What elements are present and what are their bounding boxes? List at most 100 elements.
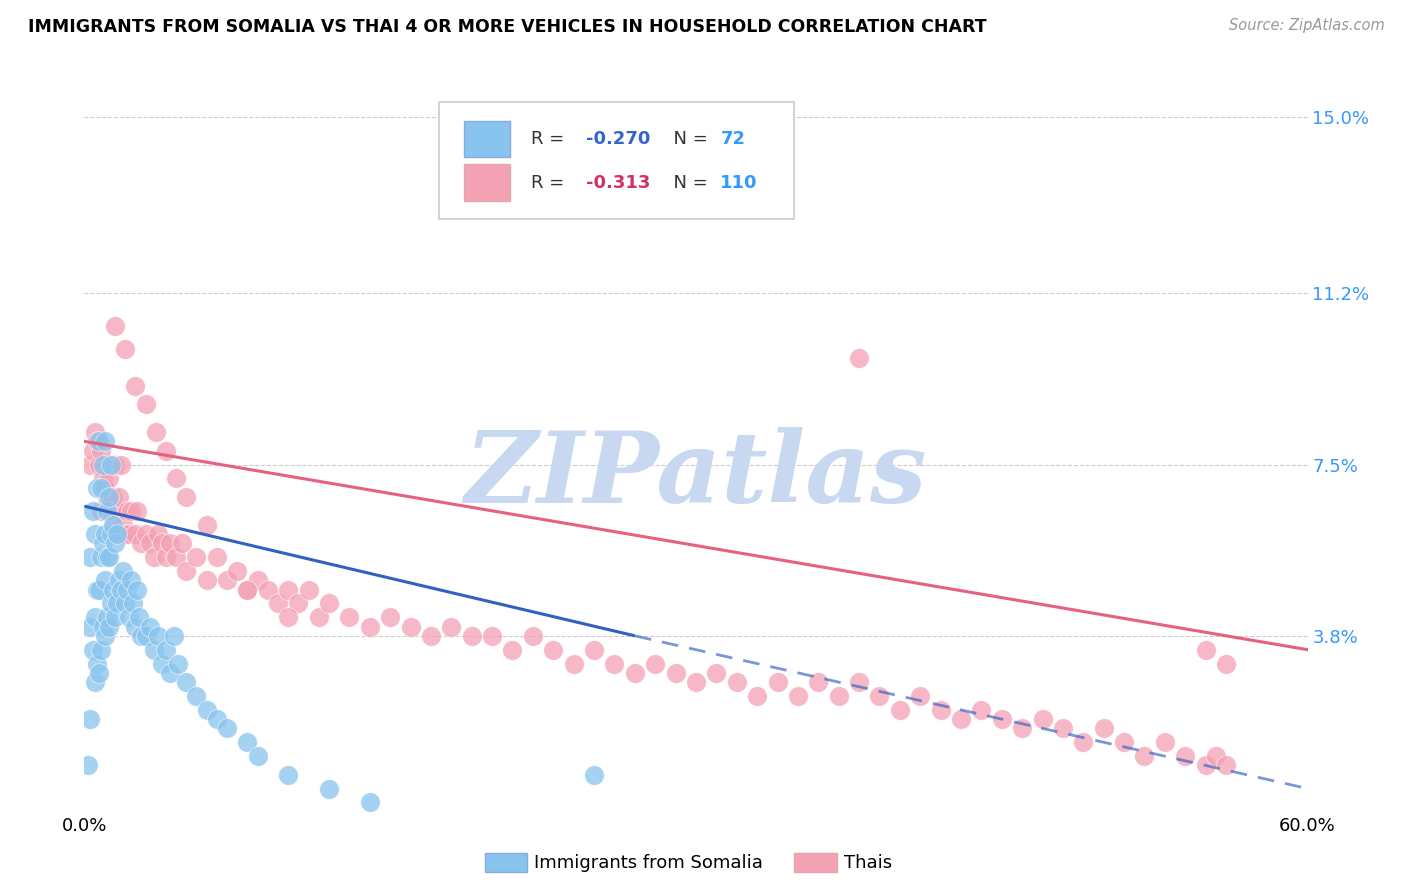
Point bbox=[135, 397, 157, 411]
Point bbox=[150, 536, 173, 550]
Point bbox=[101, 517, 124, 532]
Point bbox=[359, 796, 381, 810]
Point bbox=[114, 596, 136, 610]
Point bbox=[87, 434, 110, 449]
Point bbox=[787, 689, 810, 703]
Point bbox=[155, 550, 177, 565]
Point bbox=[90, 642, 112, 657]
Point bbox=[91, 536, 114, 550]
Point bbox=[174, 490, 197, 504]
Point bbox=[115, 504, 138, 518]
Point bbox=[522, 629, 544, 643]
Point bbox=[79, 619, 101, 633]
Point bbox=[277, 582, 299, 597]
Bar bbox=[464, 164, 510, 201]
Point bbox=[82, 642, 104, 657]
Point bbox=[105, 596, 128, 610]
Text: -0.313: -0.313 bbox=[586, 174, 650, 192]
Point bbox=[277, 610, 299, 624]
Point bbox=[277, 767, 299, 781]
Point bbox=[146, 527, 169, 541]
Point bbox=[165, 550, 187, 565]
Point bbox=[101, 490, 124, 504]
Point bbox=[195, 703, 218, 717]
Point bbox=[399, 619, 422, 633]
Point bbox=[380, 610, 402, 624]
Point bbox=[100, 504, 122, 518]
Point bbox=[1073, 735, 1095, 749]
Point bbox=[910, 689, 932, 703]
Point bbox=[82, 443, 104, 458]
Point bbox=[165, 471, 187, 485]
Point bbox=[665, 665, 688, 680]
Point bbox=[236, 735, 259, 749]
Point bbox=[929, 703, 952, 717]
Point bbox=[120, 504, 142, 518]
Point bbox=[318, 781, 340, 796]
Point bbox=[87, 458, 110, 472]
Point bbox=[205, 550, 228, 565]
Point bbox=[869, 689, 891, 703]
Point bbox=[124, 619, 146, 633]
Point bbox=[159, 665, 181, 680]
Point bbox=[83, 527, 105, 541]
Point bbox=[93, 527, 115, 541]
Point bbox=[1114, 735, 1136, 749]
Text: ZIPatlas: ZIPatlas bbox=[465, 427, 927, 524]
Point bbox=[848, 675, 870, 690]
Point bbox=[96, 504, 118, 518]
Point bbox=[135, 527, 157, 541]
Point bbox=[135, 629, 157, 643]
Point bbox=[93, 629, 115, 643]
Point bbox=[108, 490, 131, 504]
Point bbox=[339, 610, 361, 624]
Point bbox=[90, 504, 112, 518]
Point bbox=[86, 434, 108, 449]
Point bbox=[100, 527, 122, 541]
Point bbox=[86, 582, 108, 597]
Point bbox=[110, 458, 132, 472]
Point bbox=[87, 582, 110, 597]
Point bbox=[124, 379, 146, 393]
Text: Source: ZipAtlas.com: Source: ZipAtlas.com bbox=[1229, 18, 1385, 33]
Point bbox=[359, 619, 381, 633]
Point bbox=[502, 642, 524, 657]
Point bbox=[118, 527, 141, 541]
Point bbox=[603, 657, 626, 671]
Point bbox=[236, 582, 259, 597]
Point bbox=[461, 629, 484, 643]
Point bbox=[195, 517, 218, 532]
Point bbox=[93, 481, 115, 495]
Point bbox=[1052, 722, 1074, 736]
Text: R =: R = bbox=[531, 130, 575, 148]
Point bbox=[725, 675, 748, 690]
Point bbox=[1092, 722, 1115, 736]
Point bbox=[104, 458, 127, 472]
Point bbox=[624, 665, 647, 680]
Point bbox=[93, 574, 115, 588]
Point bbox=[167, 657, 190, 671]
Point bbox=[828, 689, 851, 703]
Point bbox=[257, 582, 280, 597]
Point bbox=[706, 665, 728, 680]
Point bbox=[104, 318, 127, 333]
Bar bbox=[464, 120, 510, 157]
Point bbox=[970, 703, 993, 717]
Point bbox=[287, 596, 309, 610]
Point bbox=[174, 564, 197, 578]
Text: R =: R = bbox=[531, 174, 575, 192]
Point bbox=[543, 642, 565, 657]
Point bbox=[685, 675, 707, 690]
Point bbox=[122, 596, 145, 610]
Point bbox=[90, 443, 112, 458]
Point bbox=[138, 536, 160, 550]
Point bbox=[114, 342, 136, 356]
Point bbox=[120, 574, 142, 588]
Point bbox=[644, 657, 666, 671]
Point bbox=[246, 749, 269, 764]
Text: 72: 72 bbox=[720, 130, 745, 148]
Point bbox=[86, 657, 108, 671]
Point bbox=[97, 490, 120, 504]
Point bbox=[1215, 758, 1237, 772]
Point bbox=[90, 481, 112, 495]
